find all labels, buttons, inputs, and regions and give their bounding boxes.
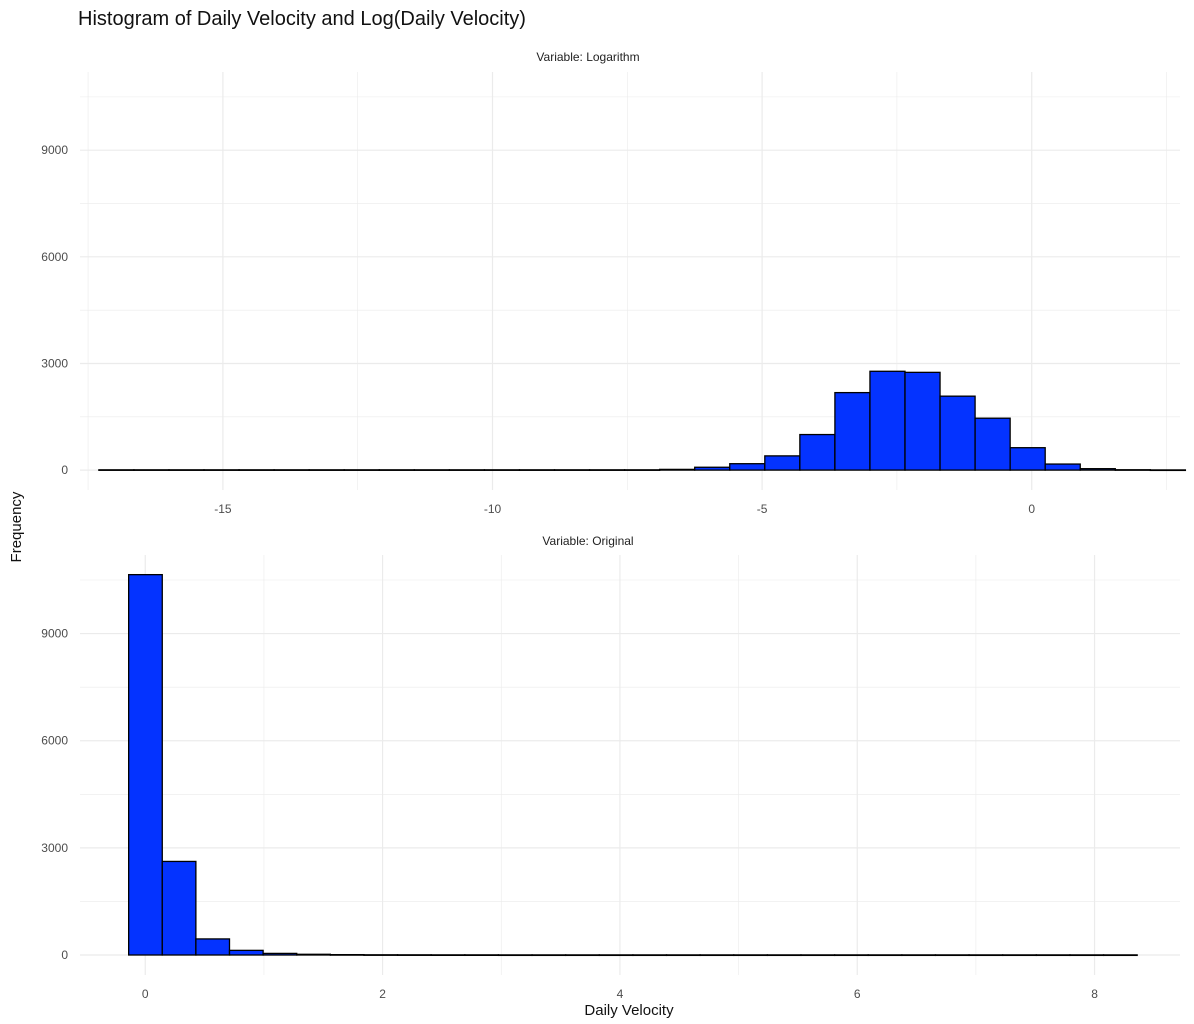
facet-strip-label: Variable: Logarithm (536, 50, 639, 64)
histogram-bar (800, 954, 836, 957)
histogram-bar (598, 954, 634, 957)
histogram-bar (363, 954, 399, 956)
histogram-bar (659, 468, 696, 471)
histogram-bar (396, 954, 432, 956)
histogram-bar (939, 395, 976, 471)
histogram-bar (497, 954, 533, 957)
histogram-bar (869, 370, 906, 471)
histogram-bar (1009, 447, 1046, 471)
histogram-bar (161, 860, 197, 956)
histogram-bar (413, 469, 451, 471)
y-tick-label: 6000 (41, 734, 68, 748)
histogram-bar (1002, 954, 1037, 957)
y-tick-label: 3000 (41, 841, 68, 855)
x-tick-label: -5 (757, 502, 768, 516)
histogram-bar (168, 469, 205, 471)
histogram-bar (974, 417, 1011, 471)
histogram-bar (296, 953, 332, 956)
histogram-bar (729, 463, 766, 471)
histogram-bar (553, 469, 591, 471)
histogram-bar (1035, 954, 1071, 957)
x-tick-label: 6 (854, 987, 861, 1001)
histogram-bar (203, 469, 240, 471)
histogram-bar (699, 954, 735, 957)
histogram-bar (867, 954, 903, 957)
histogram-bar (329, 953, 365, 956)
histogram-bar (968, 954, 1004, 957)
histogram-bar (694, 466, 731, 471)
histogram-bar (195, 938, 231, 956)
histogram-bar (766, 954, 802, 957)
histogram-bar (238, 469, 275, 471)
histogram-bar (904, 371, 941, 471)
histogram-bar (262, 952, 298, 956)
x-axis-label: Daily Velocity (584, 1002, 674, 1019)
x-tick-label: 4 (617, 987, 624, 1001)
x-tick-label: -10 (484, 502, 502, 516)
histogram-bar (834, 391, 871, 471)
histogram-bar (934, 954, 970, 957)
x-tick-label: 2 (379, 987, 386, 1001)
histogram-bar (764, 455, 801, 471)
histogram-bar (1079, 468, 1116, 471)
histogram-bar (531, 954, 567, 957)
histogram-bar (430, 954, 466, 957)
histogram-bar (1044, 463, 1081, 471)
y-tick-label: 9000 (41, 143, 68, 157)
histogram-bar (733, 954, 769, 957)
histogram-bar (98, 469, 135, 471)
histogram-bar (588, 469, 626, 471)
histogram-bar (228, 949, 264, 956)
histogram-bar (448, 469, 486, 471)
x-tick-label: -15 (214, 502, 232, 516)
histogram-bar (623, 469, 661, 471)
facet-panel-2: 0 3000 6000 9000 0 2 4 6 8 Variable: Original (41, 534, 1180, 1001)
x-tick-label: 0 (142, 987, 149, 1001)
histogram-bar (343, 469, 380, 471)
histogram-bar (799, 433, 836, 471)
facet-panel-1: 0 3000 6000 9000 -15 -10 -5 0 Variable: Logarith… (41, 50, 1187, 516)
y-tick-label: 0 (61, 463, 68, 477)
facet-strip-label: Variable: Original (542, 534, 633, 548)
histogram-bar (1069, 954, 1105, 957)
y-tick-label: 9000 (41, 627, 68, 641)
histogram-bar (1149, 469, 1187, 472)
y-tick-label: 6000 (41, 250, 68, 264)
histogram-bar (1102, 954, 1138, 957)
histogram-bar (378, 469, 415, 471)
histogram-bar (518, 469, 556, 471)
histogram-bar (901, 954, 937, 957)
x-tick-label: 0 (1028, 502, 1035, 516)
chart-title: Histogram of Daily Velocity and Log(Dail… (78, 8, 526, 30)
histogram-bar (483, 469, 521, 471)
histogram-bar (833, 954, 869, 957)
y-tick-label: 0 (61, 948, 68, 962)
histogram-bar (464, 954, 500, 957)
histogram-bar (273, 469, 310, 471)
y-tick-label: 3000 (41, 356, 68, 370)
histogram-bar (1114, 469, 1151, 471)
histogram-bar (632, 954, 668, 957)
histogram-bar (133, 469, 170, 471)
histogram-bar (128, 573, 163, 956)
x-tick-label: 8 (1091, 987, 1098, 1001)
histogram-bar (565, 954, 600, 957)
histogram-bar (665, 954, 701, 957)
histogram-bar (308, 469, 345, 471)
